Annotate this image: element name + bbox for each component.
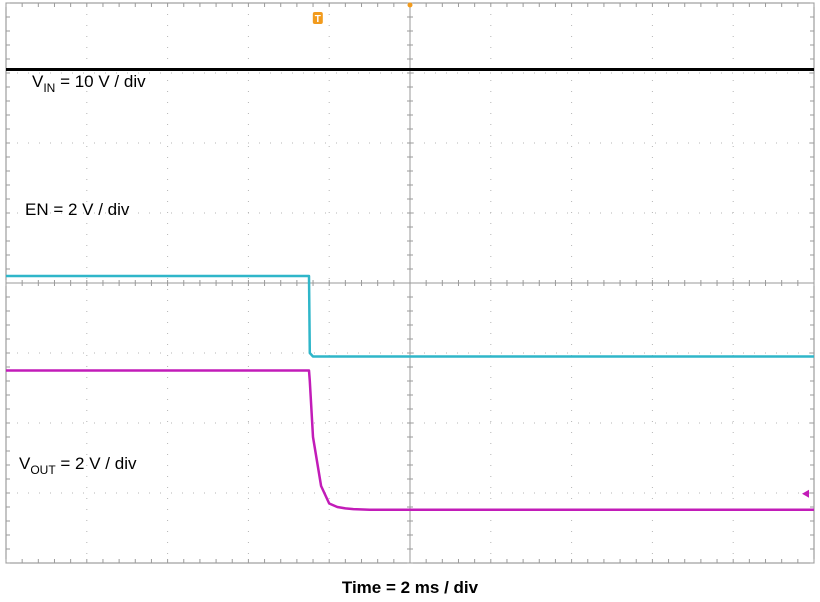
traces-layer — [6, 68, 814, 512]
vin-label-sub: IN — [43, 81, 56, 95]
center-position-marker-icon — [407, 2, 413, 8]
vin-label-rest: = 10 V / div — [55, 72, 146, 91]
en-label-main: EN — [25, 200, 49, 219]
x-axis-label: Time = 2 ms / div — [341, 578, 479, 597]
vout-scale-label: VOUT = 2 V / div — [19, 454, 136, 477]
en-scale-label: EN = 2 V / div — [25, 200, 129, 220]
markers-layer: T — [312, 2, 809, 498]
vout-label-sub: OUT — [30, 463, 56, 477]
vout-ground-marker-icon — [802, 489, 809, 498]
trace-en — [6, 274, 814, 358]
trigger-marker-text: T — [315, 14, 321, 25]
en-label-rest: = 2 V / div — [48, 200, 130, 219]
vout-label-main: V — [19, 454, 31, 473]
vin-scale-label: VIN = 10 V / div — [32, 72, 146, 95]
trigger-marker-icon — [312, 12, 323, 24]
trace-vout — [6, 369, 814, 512]
vin-label-main: V — [32, 72, 44, 91]
vout-label-rest: = 2 V / div — [55, 454, 137, 473]
